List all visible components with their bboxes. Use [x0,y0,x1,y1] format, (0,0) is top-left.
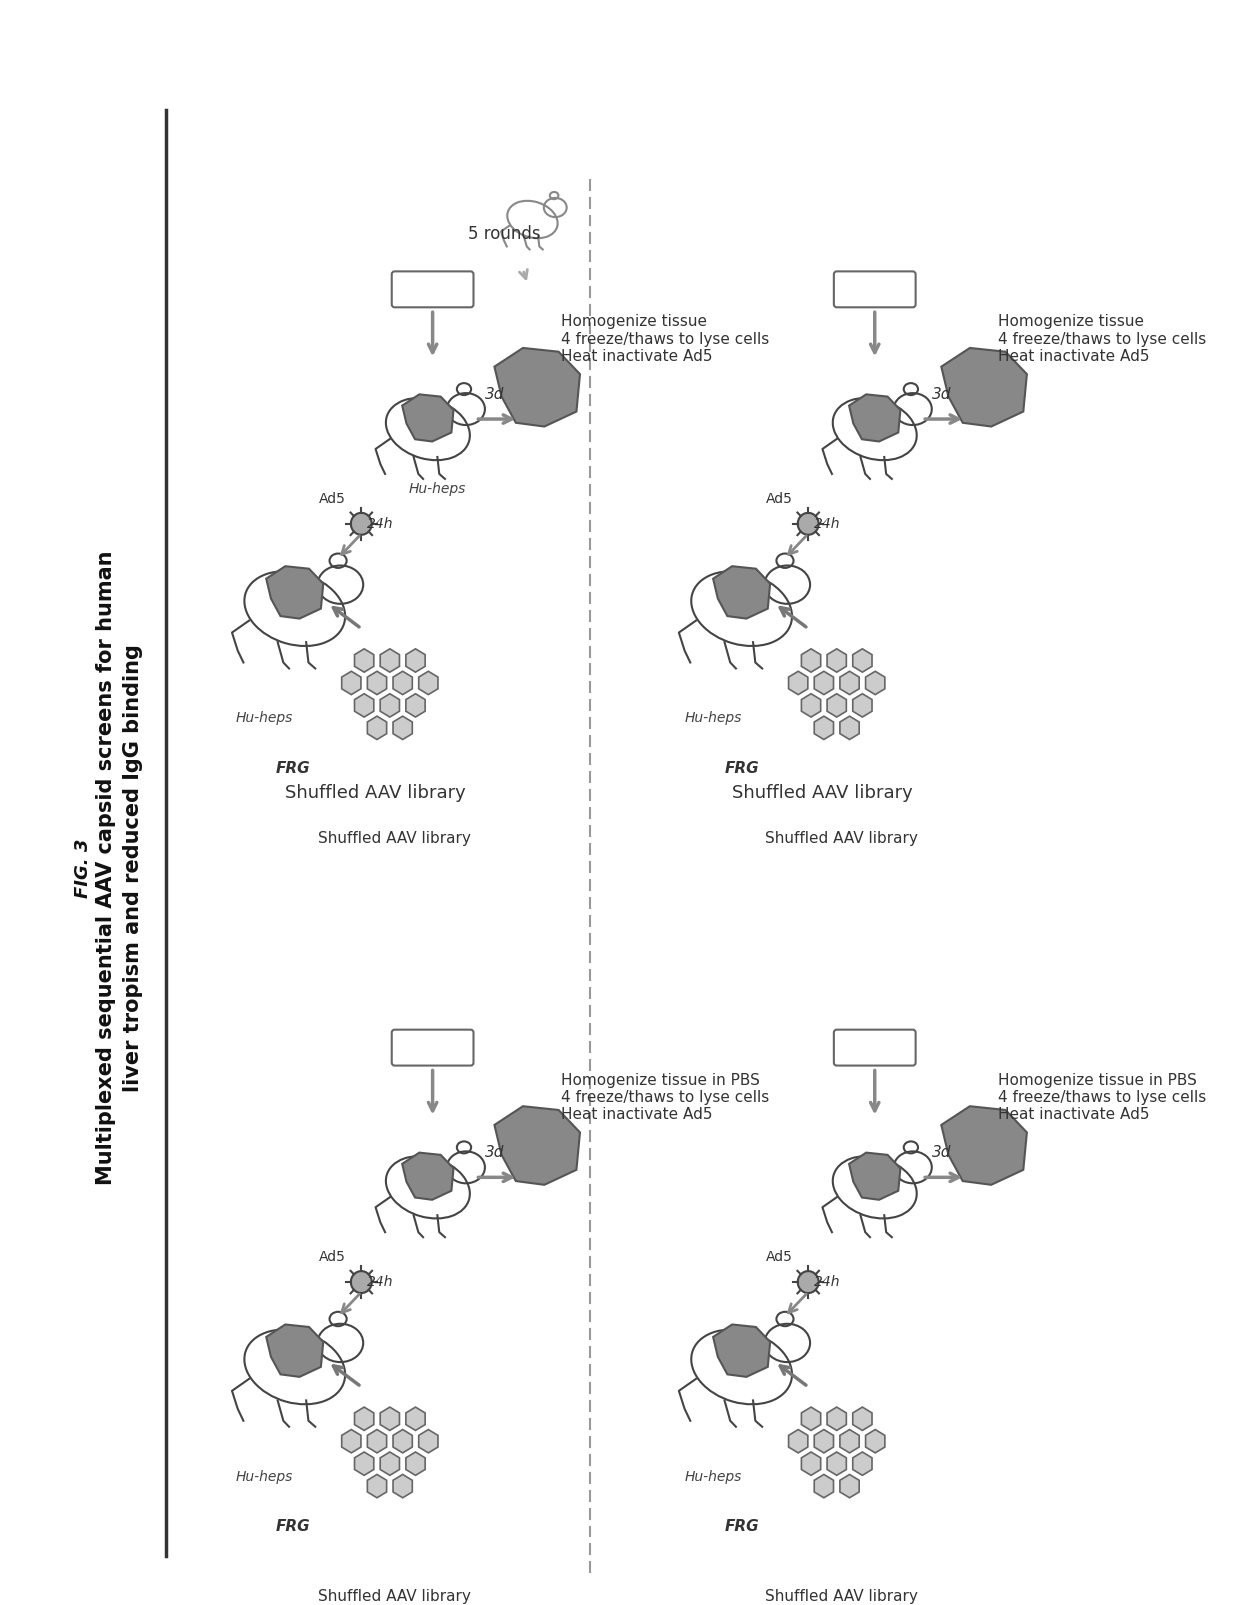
Text: Shuffled AAV library: Shuffled AAV library [319,831,471,846]
Text: 3d: 3d [931,1144,951,1160]
Text: Shuffled AAV library: Shuffled AAV library [765,831,918,846]
Text: FRG: FRG [724,761,759,775]
Text: Homogenize tissue in PBS
4 freeze/thaws to lyse cells
Heat inactivate Ad5: Homogenize tissue in PBS 4 freeze/thaws … [998,1072,1207,1122]
Polygon shape [941,348,1027,427]
Polygon shape [402,395,454,441]
Text: Ad5: Ad5 [320,1250,346,1265]
Text: FRG: FRG [275,1518,310,1534]
Polygon shape [941,1106,1027,1184]
Text: FRG: FRG [275,761,310,775]
Ellipse shape [797,514,818,534]
Text: 3d: 3d [931,387,951,401]
Polygon shape [495,348,580,427]
Polygon shape [402,1152,454,1201]
Polygon shape [713,567,770,618]
Text: Shuffled AAV library: Shuffled AAV library [765,1589,918,1603]
Text: Homogenize tissue
4 freeze/thaws to lyse cells
Heat inactivate Ad5: Homogenize tissue 4 freeze/thaws to lyse… [560,315,769,364]
Polygon shape [267,1324,324,1377]
Ellipse shape [797,1271,818,1294]
Text: Ad5: Ad5 [766,1250,794,1265]
Text: Hu-heps: Hu-heps [684,711,742,725]
Text: 5 rounds: 5 rounds [467,225,541,244]
Text: Shuffled AAV library: Shuffled AAV library [732,785,913,802]
Text: Shuffled AAV library: Shuffled AAV library [285,785,466,802]
Text: Ad5: Ad5 [766,491,794,506]
Text: Multiplexed sequential AAV capsid screens for human: Multiplexed sequential AAV capsid screen… [97,551,117,1184]
Ellipse shape [351,514,372,534]
Text: Homogenize tissue
4 freeze/thaws to lyse cells
Heat inactivate Ad5: Homogenize tissue 4 freeze/thaws to lyse… [998,315,1207,364]
Text: Hu-heps: Hu-heps [236,711,293,725]
Text: Hu-heps: Hu-heps [684,1470,742,1483]
Text: 3d: 3d [485,1144,505,1160]
Text: FRG: FRG [724,1518,759,1534]
Text: FIG. 3: FIG. 3 [73,838,92,897]
Text: 24h: 24h [367,517,393,531]
Text: Hu-heps: Hu-heps [236,1470,293,1483]
Polygon shape [495,1106,580,1184]
Text: Hu-heps: Hu-heps [409,482,466,496]
Text: Homogenize tissue in PBS
4 freeze/thaws to lyse cells
Heat inactivate Ad5: Homogenize tissue in PBS 4 freeze/thaws … [560,1072,769,1122]
Polygon shape [713,1324,770,1377]
Text: Ad5: Ad5 [320,491,346,506]
Polygon shape [267,567,324,618]
Text: 24h: 24h [367,1274,393,1289]
Text: 3d: 3d [485,387,505,401]
Text: Shuffled AAV library: Shuffled AAV library [319,1589,471,1603]
Ellipse shape [351,1271,372,1294]
Text: 24h: 24h [813,517,841,531]
Polygon shape [849,395,900,441]
Text: 24h: 24h [813,1274,841,1289]
Polygon shape [849,1152,900,1201]
Text: liver tropism and reduced IgG binding: liver tropism and reduced IgG binding [123,644,143,1091]
